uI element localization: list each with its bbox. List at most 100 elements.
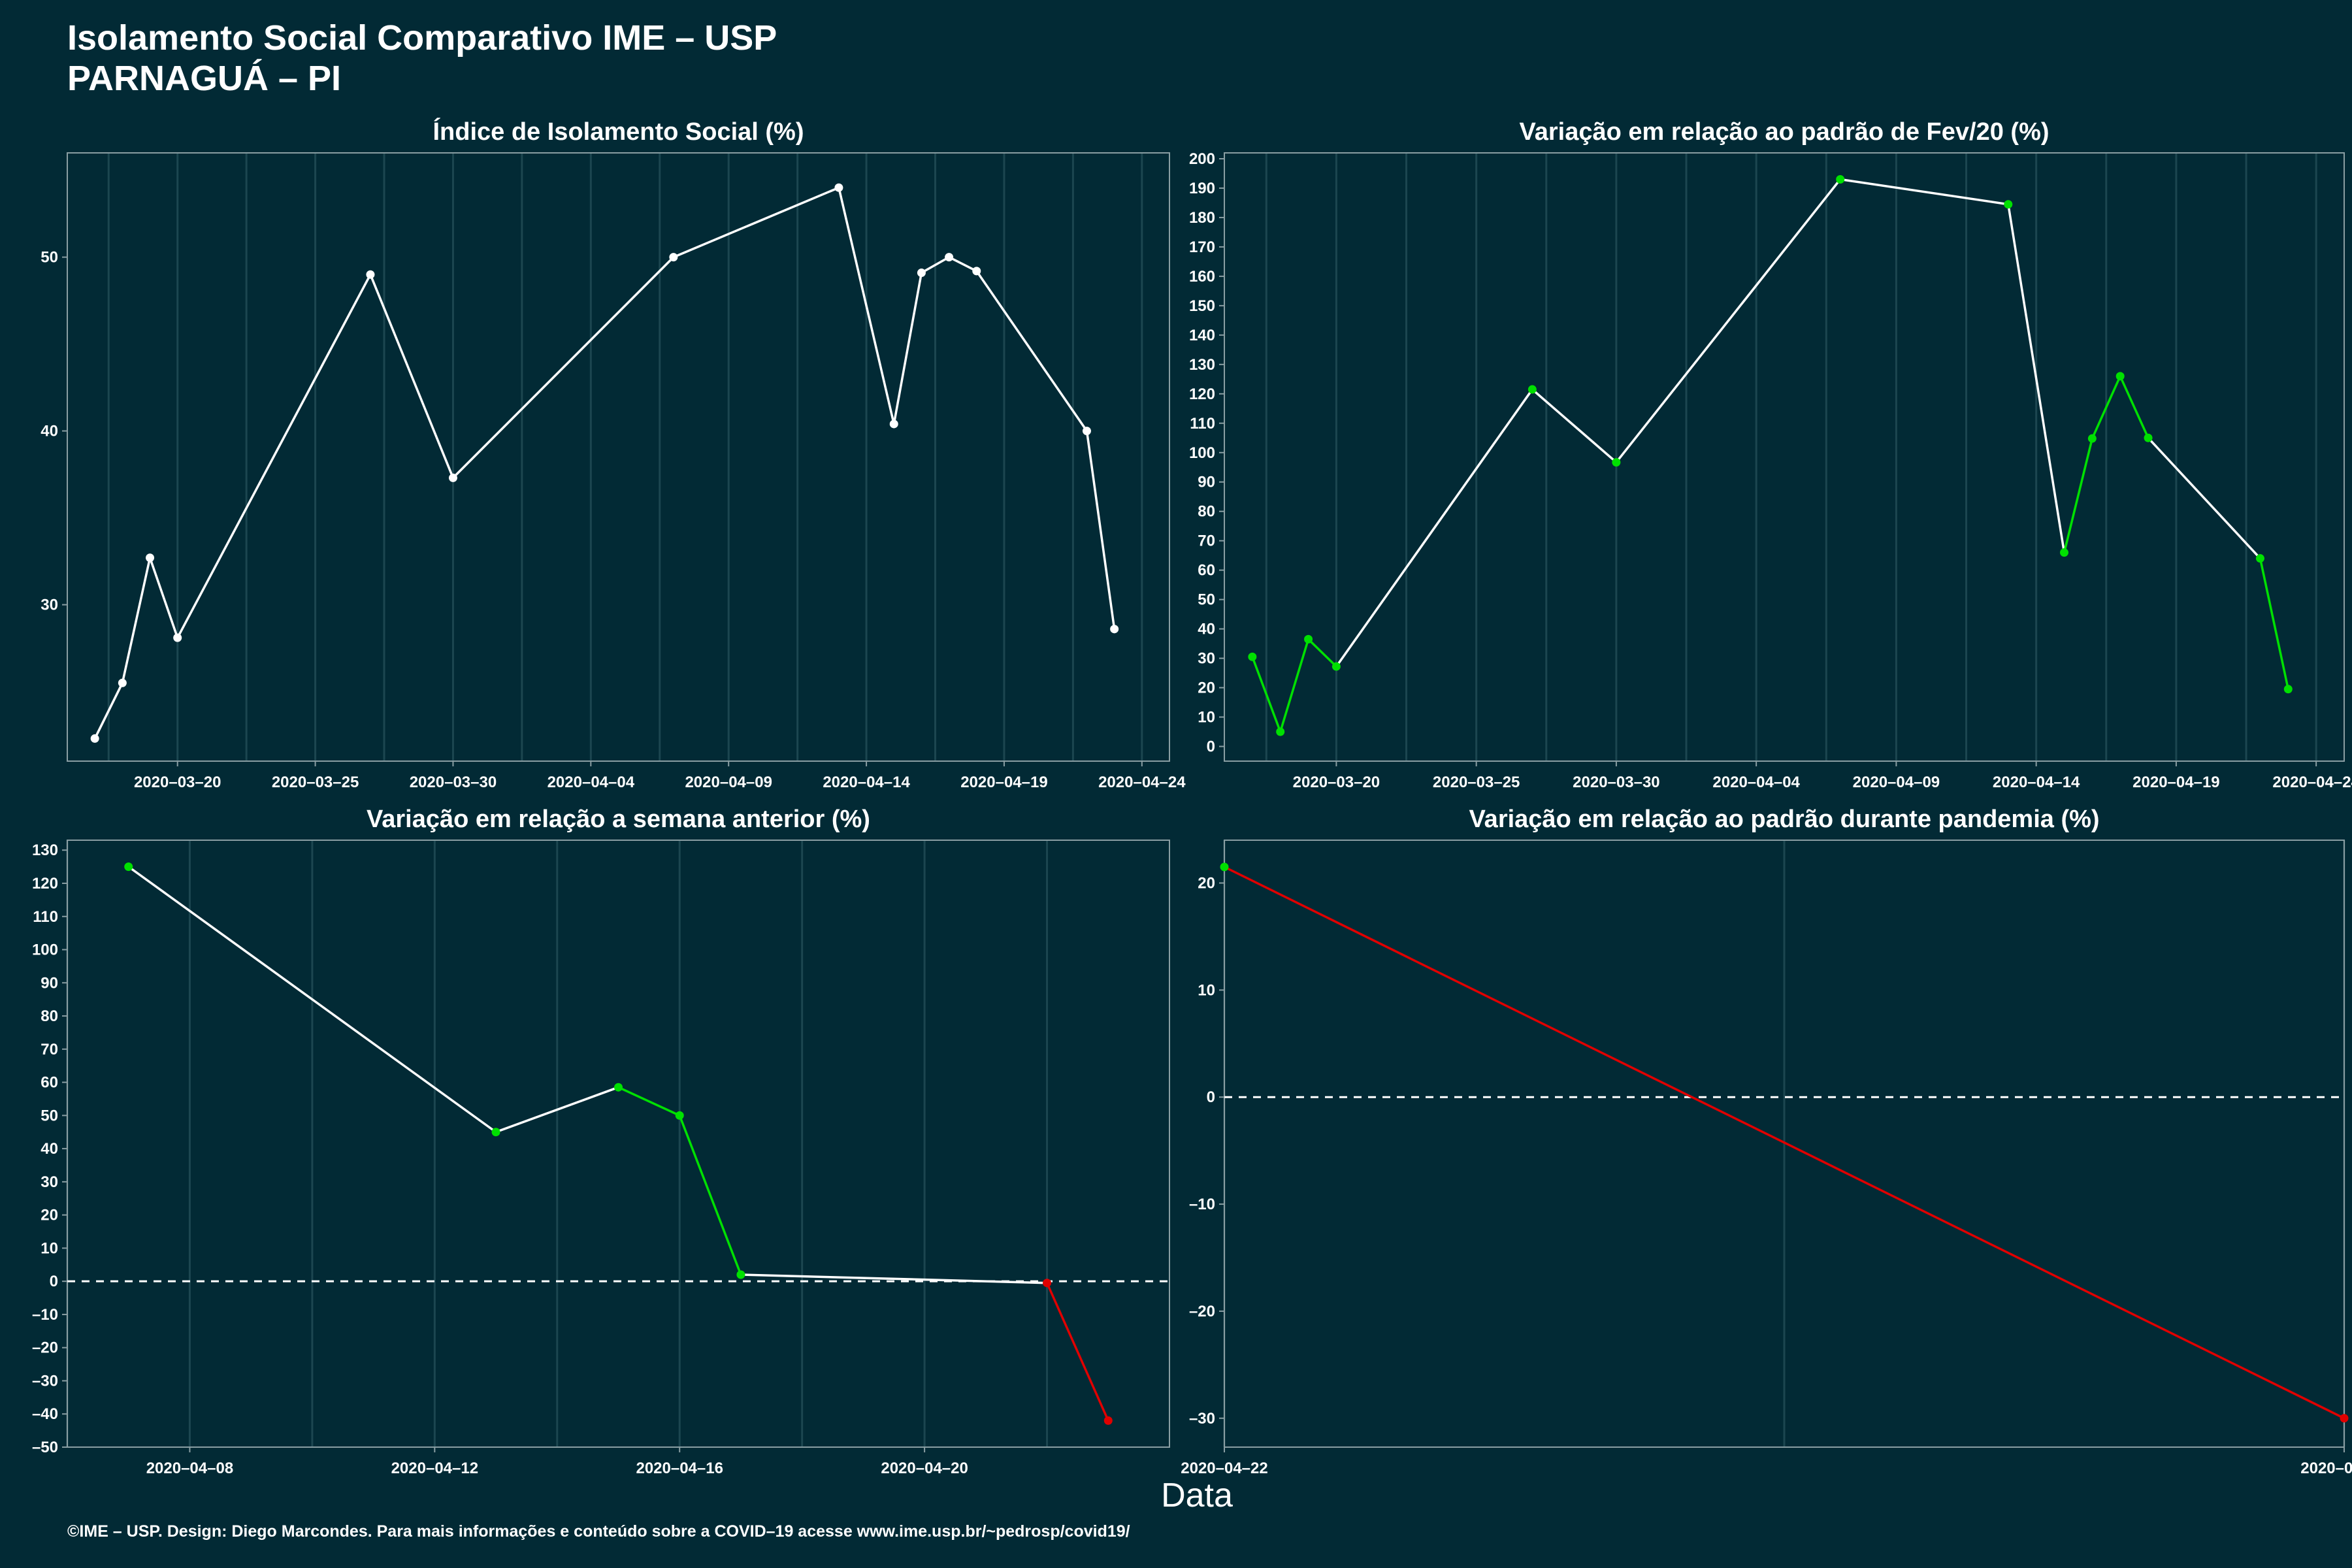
panel-title: Variação em relação ao padrão de Fev/20 … (1519, 118, 2049, 146)
series-segment (2091, 375, 2121, 440)
x-tick-label: 2020–04–09 (1853, 774, 1940, 791)
panel-title: Variação em relação ao padrão durante pa… (1469, 806, 2099, 833)
y-tick-label: 70 (1198, 532, 1215, 550)
y-tick-label: –20 (1189, 1303, 1215, 1320)
y-tick-label: 90 (1198, 474, 1215, 491)
series-segment (617, 1086, 681, 1117)
data-point (2283, 685, 2293, 694)
y-tick-label: 80 (1198, 503, 1215, 521)
data-point (917, 269, 926, 278)
x-tick-label: 2020–04–09 (685, 774, 772, 791)
y-tick-label: 60 (1198, 562, 1215, 580)
plot-frame (1224, 152, 2345, 762)
x-tick-label: 2020–03–30 (1573, 774, 1659, 791)
data-point (1836, 174, 1845, 184)
plot-frame (67, 152, 1170, 762)
x-tick-label: 2020–04–19 (2132, 774, 2219, 791)
y-tick-label: 10 (1198, 981, 1215, 999)
y-tick-label: 160 (1189, 268, 1215, 286)
data-point (1220, 862, 1229, 872)
x-tick-label: 2020–04–24 (1098, 774, 1186, 791)
footer-credits: ©IME – USP. Design: Diego Marcondes. Par… (67, 1522, 1130, 1541)
data-point (1331, 662, 1341, 671)
y-tick-label: 20 (1198, 875, 1215, 892)
y-tick-label: –10 (1189, 1196, 1215, 1213)
data-point (2255, 554, 2264, 563)
y-tick-label: 20 (41, 1207, 58, 1224)
x-tick-label: 2020–03–30 (410, 774, 497, 791)
y-tick-label: 180 (1189, 209, 1215, 227)
panel-title: Variação em relação a semana anterior (%… (367, 806, 870, 833)
data-point (448, 473, 457, 482)
series-segment (975, 270, 1088, 433)
x-tick-label: 2020–04–22 (1181, 1460, 1267, 1477)
y-tick-label: 50 (1198, 591, 1215, 609)
y-tick-label: 100 (1189, 444, 1215, 462)
x-tick-label: 2020–04–12 (391, 1460, 478, 1477)
data-point (2004, 200, 2013, 209)
series-segment (2259, 557, 2290, 691)
y-tick-label: 90 (41, 974, 58, 992)
x-tick-label: 2020–04–24 (2272, 774, 2352, 791)
data-point (173, 633, 182, 642)
x-tick-label: 2020–04–04 (1712, 774, 1800, 791)
series-segment (495, 1086, 620, 1134)
data-point (2144, 433, 2153, 442)
data-point (1082, 427, 1091, 436)
y-tick-label: 40 (41, 1140, 58, 1158)
series-segment (2007, 203, 2066, 554)
y-tick-label: 100 (32, 941, 58, 959)
x-tick-label: 2020–04–14 (1993, 774, 2080, 791)
data-point (972, 267, 981, 276)
data-point (1304, 634, 1313, 644)
y-tick-label: 30 (1198, 650, 1215, 668)
data-point (736, 1270, 745, 1279)
y-tick-label: 0 (1207, 1088, 1215, 1106)
y-tick-label: 120 (32, 875, 58, 892)
y-tick-label: 120 (1189, 385, 1215, 403)
x-tick-label: 2020–04–19 (960, 774, 1047, 791)
series-segment (838, 186, 895, 425)
series-segment (2119, 375, 2149, 440)
data-point (118, 678, 127, 687)
series-segment (127, 865, 497, 1134)
y-tick-label: 200 (1189, 150, 1215, 168)
data-point (1248, 652, 1257, 661)
data-point (2087, 434, 2097, 443)
x-tick-label: 2020–03–25 (1433, 774, 1520, 791)
series-segment (148, 557, 179, 639)
plot-frame (1224, 840, 2345, 1448)
data-point (124, 862, 133, 872)
series-segment (93, 681, 124, 740)
data-point (2340, 1414, 2349, 1423)
data-point (1103, 1416, 1113, 1425)
x-tick-label: 2020–04–04 (547, 774, 635, 791)
data-point (1110, 625, 1119, 634)
series-segment (121, 557, 152, 685)
data-point (366, 270, 375, 279)
y-tick-label: –40 (32, 1405, 58, 1423)
y-tick-label: 150 (1189, 297, 1215, 315)
y-tick-label: 40 (1198, 621, 1215, 638)
data-point (834, 183, 843, 192)
y-tick-label: 130 (32, 841, 58, 859)
y-tick-label: 0 (50, 1273, 58, 1290)
chart-panel-4: Variação em relação ao padrão durante pa… (1181, 806, 2352, 1477)
figure-title: Isolamento Social Comparativo IME – USP (67, 18, 777, 57)
x-tick-label: 2020–04–23 (2300, 1460, 2352, 1477)
series-segment (2147, 436, 2262, 560)
y-tick-label: 40 (41, 423, 58, 440)
chart-panel-2: Variação em relação ao padrão de Fev/20 … (1189, 118, 2352, 791)
series-segment (920, 255, 951, 274)
y-tick-label: –20 (32, 1339, 58, 1357)
y-tick-label: 190 (1189, 180, 1215, 197)
y-tick-label: –30 (32, 1372, 58, 1390)
series-segment (1223, 866, 2345, 1420)
series-segment (1838, 178, 2010, 206)
data-point (146, 553, 155, 563)
data-point (675, 1111, 684, 1120)
series-segment (1615, 178, 1842, 464)
data-point (614, 1083, 623, 1092)
y-tick-label: 70 (41, 1041, 58, 1058)
